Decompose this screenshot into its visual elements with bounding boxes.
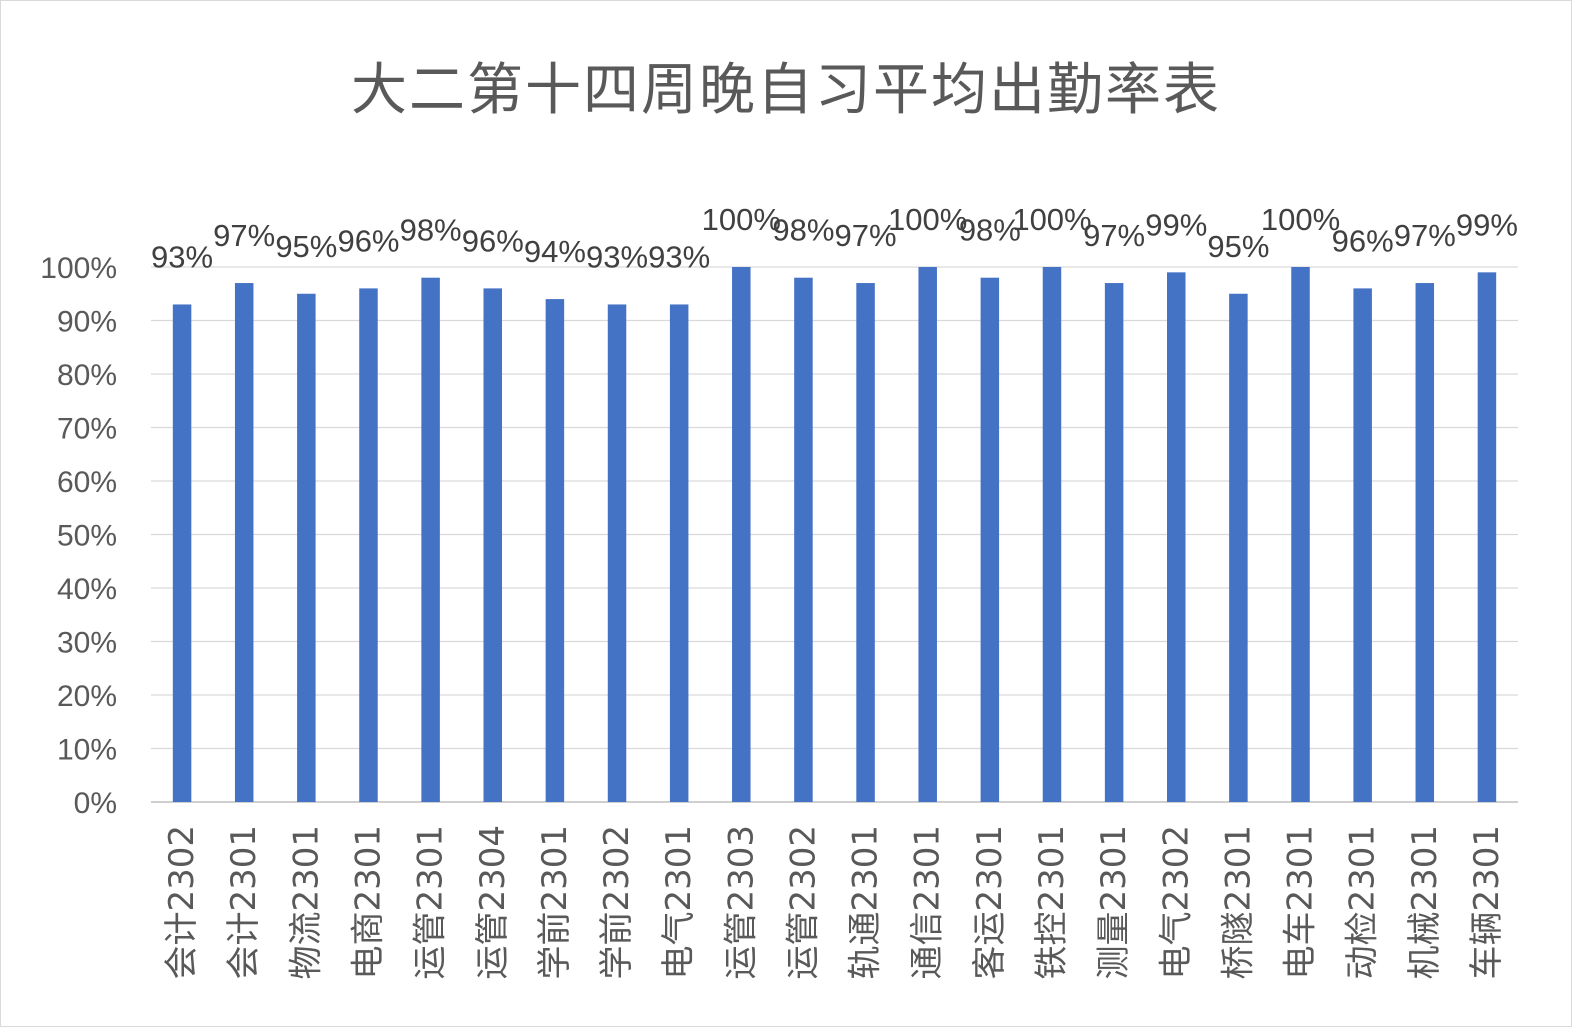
bar [1104, 283, 1124, 802]
data-label: 98% [959, 213, 1021, 248]
y-tick-label: 90% [57, 306, 117, 339]
bar [359, 288, 378, 802]
y-tick-label: 100% [40, 252, 117, 285]
data-label: 100% [1261, 202, 1340, 237]
chart-title: 大二第十四周晚自习平均出勤率表 [351, 58, 1221, 123]
bar [545, 299, 565, 802]
x-tick-label: 运管2301 [411, 825, 451, 980]
y-tick-label: 30% [57, 627, 117, 660]
x-tick-label: 铁控2301 [1032, 825, 1072, 980]
bar [1042, 267, 1062, 802]
x-tick-label: 车辆2301 [1467, 825, 1507, 980]
x-tick-label: 电气2301 [659, 825, 699, 980]
x-tick-label: 运管2304 [473, 825, 513, 980]
data-label: 94% [524, 234, 586, 269]
data-label: 97% [1083, 218, 1145, 253]
bar [1229, 293, 1248, 802]
data-label: 98% [400, 213, 462, 248]
bar [1291, 267, 1310, 802]
bar [607, 304, 627, 802]
data-label: 93% [151, 239, 213, 274]
data-label: 95% [275, 229, 337, 264]
data-label: 100% [888, 202, 967, 237]
x-tick-label: 测量2301 [1094, 825, 1134, 980]
y-tick-label: 20% [57, 680, 117, 713]
y-tick-label: 10% [57, 734, 117, 767]
data-label: 96% [462, 223, 524, 258]
x-tick-label: 桥隧2301 [1218, 825, 1258, 980]
y-tick-label: 60% [57, 466, 117, 499]
data-label: 95% [1207, 229, 1269, 264]
x-tick-label: 电商2301 [348, 825, 388, 980]
bar [856, 283, 875, 802]
bar [1415, 283, 1435, 802]
y-tick-label: 70% [57, 413, 117, 446]
bar [1353, 288, 1372, 802]
bar [918, 267, 937, 802]
bar [172, 304, 192, 802]
data-label: 97% [213, 218, 275, 253]
x-tick-label: 客运2301 [970, 825, 1010, 980]
bar [1477, 272, 1497, 803]
x-tick-label: 通信2301 [908, 825, 948, 980]
data-label: 99% [1456, 207, 1518, 242]
bar [669, 304, 689, 802]
x-tick-label: 会计2301 [224, 825, 264, 980]
x-tick-label: 电气2302 [1156, 825, 1196, 980]
bar [794, 277, 813, 802]
data-label: 93% [586, 239, 648, 274]
x-tick-label: 运管2303 [721, 825, 761, 980]
x-tick-label: 学前2301 [535, 825, 575, 980]
data-label: 97% [835, 218, 897, 253]
data-label: 98% [772, 213, 834, 248]
bar [1167, 272, 1186, 803]
x-tick-label: 运管2302 [783, 825, 823, 980]
bar [421, 277, 440, 802]
bar [297, 293, 316, 802]
data-label: 100% [702, 202, 781, 237]
x-tick-label: 机械2301 [1405, 825, 1445, 980]
y-tick-label: 40% [57, 573, 117, 606]
data-label: 93% [648, 239, 710, 274]
x-tick-label: 物流2301 [286, 825, 326, 980]
x-tick-label: 学前2302 [597, 825, 637, 980]
x-tick-label: 电车2301 [1281, 825, 1321, 980]
y-tick-label: 50% [57, 520, 117, 553]
y-tick-label: 0% [74, 787, 117, 820]
data-label: 97% [1394, 218, 1456, 253]
x-tick-label: 动检2301 [1343, 825, 1383, 980]
bar [483, 288, 502, 802]
y-tick-label: 80% [57, 359, 117, 392]
bar [732, 267, 751, 802]
bar [234, 283, 254, 802]
bar [980, 277, 1000, 802]
x-tick-label: 会计2302 [162, 825, 202, 980]
data-label: 99% [1145, 207, 1207, 242]
data-label: 100% [1012, 202, 1091, 237]
data-label: 96% [1332, 223, 1394, 258]
data-label: 96% [337, 223, 399, 258]
x-tick-label: 轨通2301 [846, 825, 886, 980]
